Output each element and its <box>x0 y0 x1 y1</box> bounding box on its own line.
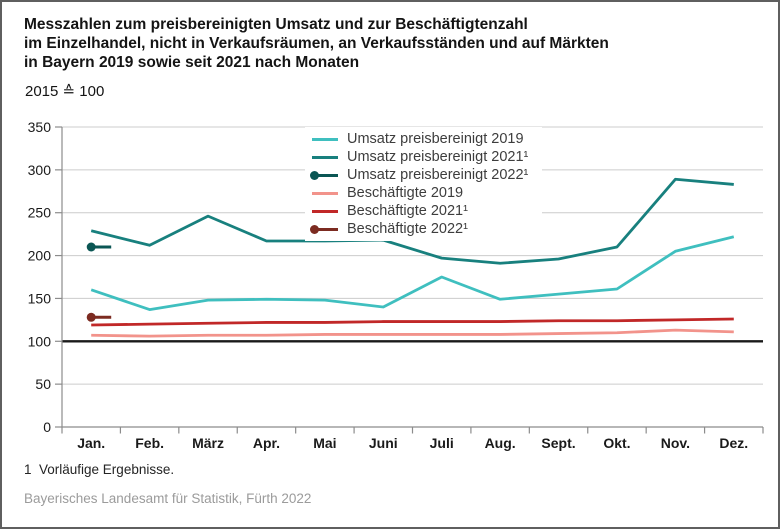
y-axis-label: 150 <box>28 290 52 306</box>
legend-label: Beschäftigte 2021¹ <box>347 203 468 219</box>
legend-line-swatch <box>312 137 338 141</box>
legend-line-swatch <box>312 209 338 213</box>
chart-legend: Umsatz preisbereinigt 2019 Umsatz preisbe… <box>305 127 543 241</box>
legend-dot-marker <box>310 170 319 180</box>
legend-row: Umsatz preisbereinigt 2021¹ <box>312 148 528 166</box>
legend-line-swatch <box>312 155 338 159</box>
series-umsatz-preisbereinigt-2019 <box>90 235 735 311</box>
y-axis-label: 350 <box>28 119 52 135</box>
month-label: Okt. <box>603 435 630 451</box>
legend-row: Beschäftigte 2022¹ <box>310 220 528 238</box>
month-label: März <box>192 435 224 451</box>
legend-label: Beschäftigte 2022¹ <box>347 221 468 237</box>
y-axis-label: 50 <box>35 376 51 392</box>
series-besch-ftigte-2019 <box>91 328 734 338</box>
footnote: 1 Vorläufige Ergebnisse. <box>24 462 175 477</box>
y-axis-label: 0 <box>43 419 51 435</box>
legend-label: Umsatz preisbereinigt 2021¹ <box>347 149 529 165</box>
month-label: Mai <box>313 435 336 451</box>
series-besch-ftigte-2021 <box>91 317 734 327</box>
legend-row: Beschäftigte 2021¹ <box>312 202 528 220</box>
legend-row: Umsatz preisbereinigt 2019 <box>312 130 528 148</box>
y-axis-label: 300 <box>28 162 52 178</box>
title-line-3: in Bayern 2019 sowie seit 2021 nach Mona… <box>24 54 360 71</box>
month-label: Feb. <box>135 435 164 451</box>
series-umsatz-preisbereinigt-2022-marker <box>86 242 96 252</box>
y-axis-label: 100 <box>28 333 52 349</box>
legend-row: Umsatz preisbereinigt 2022¹ <box>310 166 529 184</box>
month-label: Dez. <box>719 435 748 451</box>
legend-label: Umsatz preisbereinigt 2019 <box>347 131 524 147</box>
month-label: Juni <box>369 435 398 451</box>
chart-subtitle: 2015 ≙ 100 <box>25 83 105 100</box>
source-line: Bayerisches Landesamt für Statistik, Für… <box>24 491 312 506</box>
legend-label: Beschäftigte 2019 <box>347 185 464 201</box>
series-besch-ftigte-2022-marker <box>86 312 96 322</box>
month-label: Jan. <box>77 435 105 451</box>
month-label: Juli <box>430 435 454 451</box>
month-label: Aug. <box>485 435 516 451</box>
title-line-1: Messzahlen zum preisbereinigten Umsatz u… <box>24 16 528 33</box>
legend-line-swatch <box>310 224 338 234</box>
y-axis-label: 200 <box>28 248 52 264</box>
legend-line-swatch <box>312 191 338 195</box>
legend-label: Umsatz preisbereinigt 2022¹ <box>347 167 529 183</box>
chart-title: Messzahlen zum preisbereinigten Umsatz u… <box>24 15 609 72</box>
month-label: Nov. <box>661 435 690 451</box>
legend-dot-marker <box>310 224 319 234</box>
month-label: Sept. <box>541 435 575 451</box>
month-label: Apr. <box>253 435 280 451</box>
legend-row: Beschäftigte 2019 <box>312 184 528 202</box>
title-line-2: im Einzelhandel, nicht in Verkaufsräumen… <box>24 35 609 52</box>
series-umsatz-preisbereinigt-2021 <box>90 177 734 265</box>
y-axis-label: 250 <box>28 205 52 221</box>
legend-line-swatch <box>310 170 338 180</box>
